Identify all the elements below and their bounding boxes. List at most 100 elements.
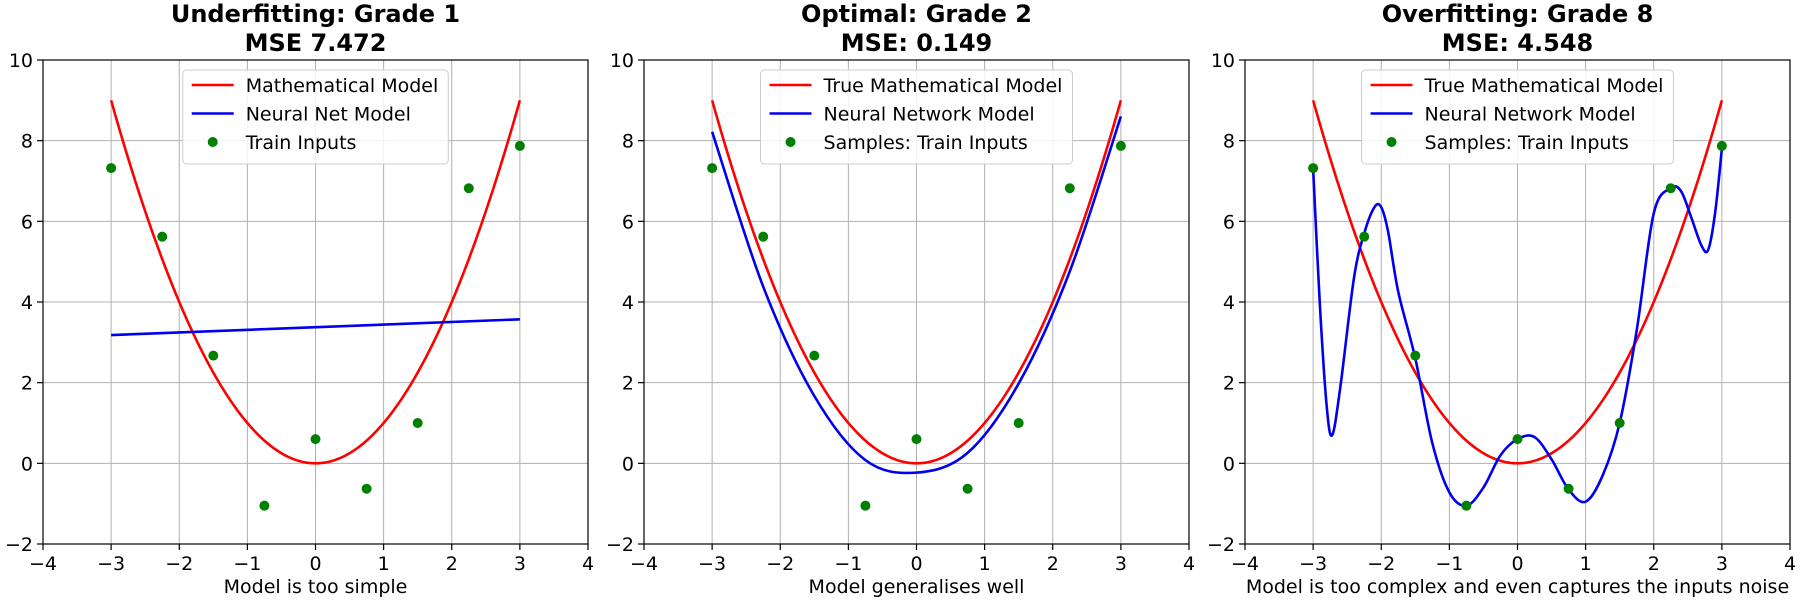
x-tick-label: 1 (979, 553, 991, 575)
y-tick-label: −2 (606, 534, 634, 556)
legend-dot-swatch (207, 137, 218, 147)
legend-label: Samples: Train Inputs (1425, 132, 1629, 154)
series-true-model-line (710, 99, 1123, 465)
x-tick-label: −1 (1435, 553, 1463, 575)
y-tick-label: 2 (1223, 373, 1235, 395)
train-input-point (259, 500, 270, 511)
legend-entry-train-inputs: Samples: Train Inputs (785, 132, 1028, 154)
x-tick-label: 0 (309, 553, 321, 575)
x-tick-label: 2 (1047, 553, 1059, 575)
series-nn-model-line (111, 318, 520, 337)
x-tick-label: 2 (446, 553, 458, 575)
x-tick-label: −3 (1299, 553, 1327, 575)
train-input-point (106, 163, 117, 174)
train-input-point (758, 231, 769, 242)
y-tick-label: 8 (21, 131, 33, 153)
chart-subtitle: MSE: 4.548 (1442, 29, 1593, 57)
x-tick-label: 0 (910, 553, 922, 575)
x-axis-label: Model is too simple (224, 576, 408, 598)
series-nn-model-line (710, 116, 1123, 475)
train-input-point (809, 350, 820, 361)
x-tick-label: −1 (834, 553, 862, 575)
chart-title: Underfitting: Grade 1 (171, 0, 460, 28)
train-input-point (962, 483, 973, 494)
legend-entry-nn-model: Neural Network Model (769, 104, 1035, 126)
train-input-point (1013, 418, 1024, 428)
legend-label: Neural Net Model (246, 104, 411, 126)
legend-entry-true-model: Mathematical Model (191, 75, 439, 97)
train-input-point (1614, 418, 1625, 428)
y-tick-label: 2 (622, 373, 634, 395)
train-input-point (860, 500, 871, 511)
x-tick-label: −2 (766, 553, 794, 575)
x-tick-label: 3 (514, 553, 526, 575)
legend: True Mathematical Model Neural Network Mo… (760, 69, 1073, 165)
series-nn-model-line (1311, 148, 1724, 508)
train-input-point (1410, 350, 1421, 361)
x-tick-label: −4 (1231, 553, 1259, 575)
legend-dot-swatch (1386, 137, 1397, 147)
train-input-point (707, 163, 718, 174)
train-input-point (1665, 183, 1676, 194)
y-tick-label: 6 (622, 211, 634, 233)
x-tick-label: 4 (582, 553, 594, 575)
legend-label: Neural Network Model (824, 104, 1035, 126)
train-input-point (310, 434, 321, 445)
legend-box (760, 69, 1073, 165)
legend: True Mathematical Model Neural Network Mo… (1361, 69, 1674, 165)
series-true-model-line (109, 99, 522, 465)
chart-subtitle: MSE: 0.149 (841, 29, 992, 57)
y-tick-label: −2 (1207, 534, 1235, 556)
y-tick-label: 8 (1223, 131, 1235, 153)
legend-label: Train Inputs (245, 132, 357, 154)
legend-entry-true-model: True Mathematical Model (1370, 75, 1663, 97)
x-tick-label: −1 (233, 553, 261, 575)
x-tick-label: −2 (1367, 553, 1395, 575)
y-tick-label: 6 (21, 211, 33, 233)
y-tick-label: −2 (5, 534, 33, 556)
plot-area (106, 99, 525, 511)
train-input-point (1461, 500, 1472, 511)
y-tick-label: 0 (622, 453, 634, 475)
x-tick-label: −3 (97, 553, 125, 575)
x-tick-label: 3 (1716, 553, 1728, 575)
y-tick-label: 2 (21, 373, 33, 395)
y-tick-label: 8 (622, 131, 634, 153)
train-input-point (361, 483, 372, 494)
legend-entry-train-inputs: Samples: Train Inputs (1386, 132, 1629, 154)
train-input-point (1563, 483, 1574, 494)
chart-title: Overfitting: Grade 8 (1382, 0, 1654, 28)
legend-label: Samples: Train Inputs (824, 132, 1028, 154)
x-axis-label: Model is too complex and even captures t… (1246, 576, 1789, 598)
legend-label: Mathematical Model (246, 75, 439, 97)
x-tick-label: 1 (1580, 553, 1592, 575)
train-input-point (208, 350, 219, 361)
x-tick-label: −4 (29, 553, 57, 575)
legend-label: True Mathematical Model (823, 75, 1063, 97)
x-tick-label: −4 (630, 553, 658, 575)
train-input-point (412, 418, 423, 428)
x-tick-label: 2 (1648, 553, 1660, 575)
train-input-point (1308, 163, 1319, 174)
series-true-model-line (1311, 99, 1724, 465)
legend-label: Neural Network Model (1425, 104, 1636, 126)
train-input-point (1512, 434, 1523, 445)
train-input-point (1359, 231, 1370, 242)
x-tick-label: 0 (1511, 553, 1523, 575)
chart-subtitle: MSE 7.472 (245, 29, 387, 57)
train-input-point (911, 434, 922, 445)
train-input-point (1115, 140, 1126, 151)
legend-entry-nn-model: Neural Network Model (1370, 104, 1636, 126)
y-tick-label: 6 (1223, 211, 1235, 233)
plot-area (1308, 99, 1727, 511)
train-input-point (514, 140, 525, 151)
train-input-point (463, 183, 474, 194)
x-tick-label: 3 (1115, 553, 1127, 575)
y-tick-label: 4 (21, 292, 33, 314)
legend-dot-swatch (785, 137, 796, 147)
train-input-point (1064, 183, 1075, 194)
